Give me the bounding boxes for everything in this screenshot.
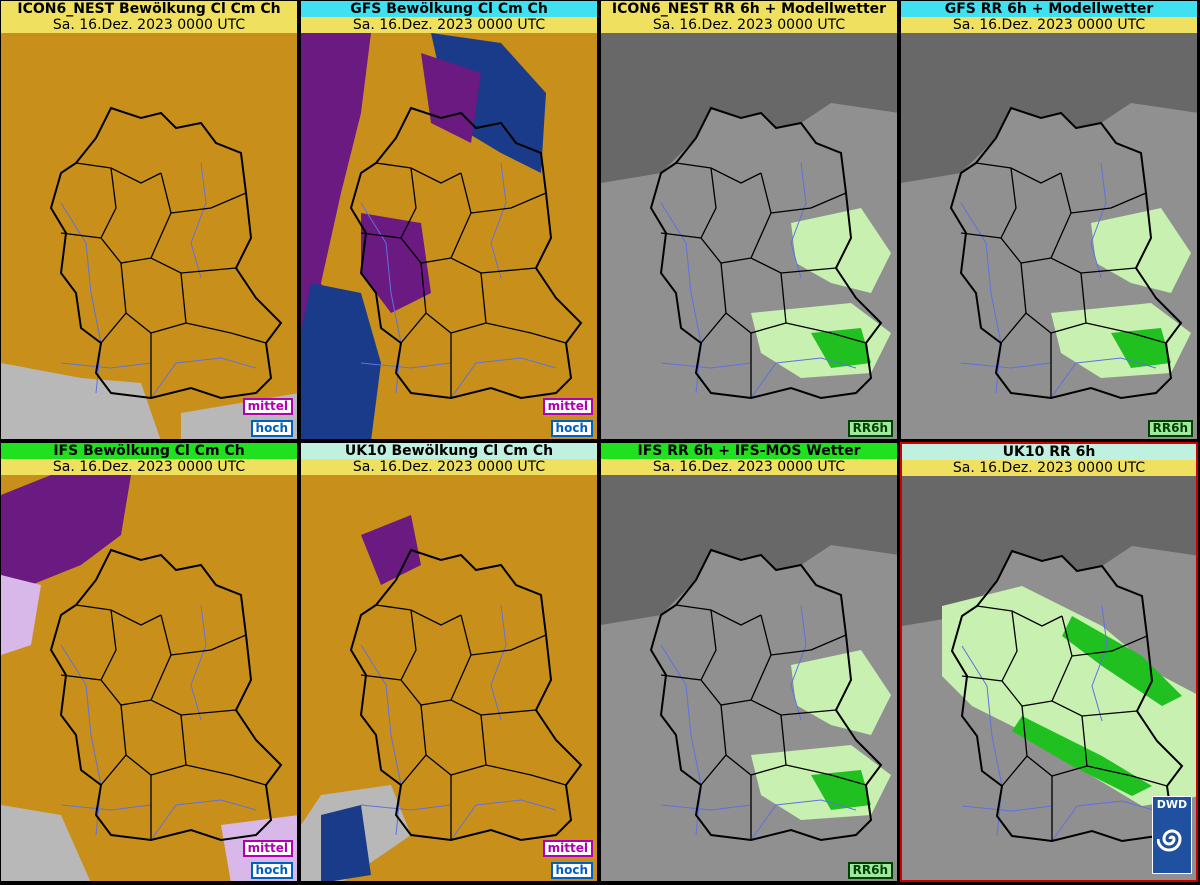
panel-title: UK10 RR 6h bbox=[902, 444, 1196, 460]
panel-date: Sa. 16.Dez. 2023 0000 UTC bbox=[601, 459, 897, 475]
legend-badge-rr6h: RR6h bbox=[1147, 420, 1193, 437]
dwd-logo: DWD bbox=[1152, 796, 1192, 874]
map-panel-6: UK10 Bewölkung Cl Cm Ch Sa. 16.Dez. 2023 … bbox=[300, 442, 598, 882]
precipitation-map bbox=[601, 475, 897, 881]
legend-badge-hoch: hoch bbox=[250, 420, 293, 437]
panel-date: Sa. 16.Dez. 2023 0000 UTC bbox=[1, 17, 297, 33]
panel-title: GFS Bewölkung Cl Cm Ch bbox=[301, 1, 597, 17]
legend-badge-hoch: hoch bbox=[250, 862, 293, 879]
cloud-cover-map bbox=[301, 33, 597, 439]
map-panel-5: IFS Bewölkung Cl Cm Ch Sa. 16.Dez. 2023 0… bbox=[0, 442, 298, 882]
panel-title: ICON6_NEST RR 6h + Modellwetter bbox=[601, 1, 897, 17]
legend-badge-hoch: hoch bbox=[550, 420, 593, 437]
map-panel-8: UK10 RR 6h Sa. 16.Dez. 2023 0000 UTC DWD bbox=[900, 442, 1198, 882]
map-panel-1: ICON6_NEST Bewölkung Cl Cm Ch Sa. 16.Dez.… bbox=[0, 0, 298, 440]
map-panel-2: GFS Bewölkung Cl Cm Ch Sa. 16.Dez. 2023 0… bbox=[300, 0, 598, 440]
panel-date: Sa. 16.Dez. 2023 0000 UTC bbox=[601, 17, 897, 33]
legend-badge-mittel: mittel bbox=[242, 398, 293, 415]
legend-badge-mittel: mittel bbox=[542, 840, 593, 857]
dwd-spiral-icon bbox=[1157, 829, 1182, 852]
cloud-cover-map bbox=[301, 475, 597, 881]
precipitation-map bbox=[601, 33, 897, 439]
map-panel-4: GFS RR 6h + Modellwetter Sa. 16.Dez. 2023… bbox=[900, 0, 1198, 440]
panel-title: UK10 Bewölkung Cl Cm Ch bbox=[301, 443, 597, 459]
legend-badge-mittel: mittel bbox=[242, 840, 293, 857]
panel-title: IFS RR 6h + IFS-MOS Wetter bbox=[601, 443, 897, 459]
cloud-cover-map bbox=[1, 475, 297, 881]
dwd-logo-text: DWD bbox=[1156, 798, 1188, 811]
map-panel-7: IFS RR 6h + IFS-MOS Wetter Sa. 16.Dez. 20… bbox=[600, 442, 898, 882]
cloud-cover-map bbox=[1, 33, 297, 439]
precipitation-map bbox=[901, 33, 1197, 439]
panel-date: Sa. 16.Dez. 2023 0000 UTC bbox=[901, 17, 1197, 33]
map-panel-3: ICON6_NEST RR 6h + Modellwetter Sa. 16.De… bbox=[600, 0, 898, 440]
legend-badge-mittel: mittel bbox=[542, 398, 593, 415]
legend-badge-hoch: hoch bbox=[550, 862, 593, 879]
legend-badge-rr6h: RR6h bbox=[847, 420, 893, 437]
legend-badge-rr6h: RR6h bbox=[847, 862, 893, 879]
panel-date: Sa. 16.Dez. 2023 0000 UTC bbox=[301, 459, 597, 475]
panel-title: ICON6_NEST Bewölkung Cl Cm Ch bbox=[1, 1, 297, 17]
panel-date: Sa. 16.Dez. 2023 0000 UTC bbox=[1, 459, 297, 475]
panel-date: Sa. 16.Dez. 2023 0000 UTC bbox=[301, 17, 597, 33]
panel-title: IFS Bewölkung Cl Cm Ch bbox=[1, 443, 297, 459]
precipitation-map bbox=[902, 476, 1196, 880]
panel-date: Sa. 16.Dez. 2023 0000 UTC bbox=[902, 460, 1196, 476]
panel-title: GFS RR 6h + Modellwetter bbox=[901, 1, 1197, 17]
